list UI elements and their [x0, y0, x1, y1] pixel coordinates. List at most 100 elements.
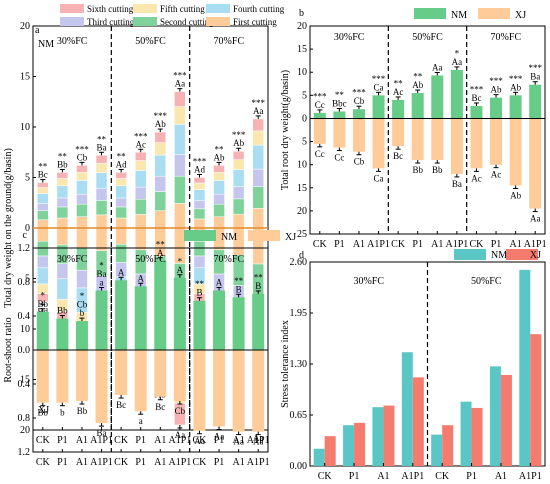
nm-stack-segment — [193, 218, 206, 229]
nm-bar — [95, 290, 108, 350]
xj-significance-letter: Aa — [194, 436, 205, 446]
xj-significance-letter: Aa — [175, 430, 186, 440]
x-tick-label: P1 — [334, 239, 345, 250]
nm-significance-letter: Ca — [374, 82, 384, 92]
nm-significance-letter: Ab — [510, 82, 521, 92]
nm-stack-segment — [193, 208, 206, 220]
nm-significance-letter: A — [118, 267, 125, 277]
y-tick-label: 0.0 — [18, 345, 31, 356]
xj-stack-segment — [76, 227, 88, 249]
x-tick-label: P1 — [412, 239, 423, 250]
nm-significance-stars: *** — [75, 144, 89, 154]
nm-significance-stars: ** — [413, 72, 423, 82]
water-level-label: 50%FC — [135, 254, 166, 265]
legend-label-xj: XJ — [515, 10, 526, 21]
x-tick-label: A1 — [495, 471, 507, 482]
nm-significance-letter: A — [177, 265, 184, 275]
x-tick-label: P1 — [491, 239, 502, 250]
nm-bar — [313, 112, 326, 119]
nm-significance-letter: Ad — [194, 165, 205, 175]
y-tick-label: 20 — [297, 21, 307, 32]
nm-significance-stars: *** — [509, 74, 523, 84]
nm-significance-stars: *** — [489, 76, 503, 86]
xj-stack-segment — [56, 263, 69, 279]
x-tick-label: P1 — [349, 471, 360, 482]
nm-bar — [232, 297, 245, 350]
nm-stack-segment — [76, 180, 88, 195]
nm-bar — [372, 95, 385, 119]
nm-stack-segment — [134, 214, 147, 229]
legend-swatch — [60, 4, 84, 13]
xj-bar — [193, 350, 206, 431]
nm-stack-segment — [232, 186, 245, 200]
x-tick-label: A1P1 — [247, 435, 270, 446]
xj-bar — [56, 350, 69, 403]
xj-stack-segment — [115, 244, 127, 263]
nm-significance-letter: Aa — [253, 106, 264, 116]
y-tick-label: 1.30 — [290, 359, 308, 370]
nm-significance-stars: ** — [58, 151, 68, 161]
xj-bar — [352, 118, 365, 152]
xj-significance-letter: Ac — [491, 170, 502, 180]
xj-bar — [252, 350, 265, 432]
x-tick-label: CK — [470, 239, 485, 250]
legend-swatch-xj — [478, 8, 510, 19]
nm-bar — [450, 69, 463, 119]
nm-bar — [56, 318, 69, 350]
xj-bar — [509, 118, 522, 186]
nm-significance-letter: Cc — [315, 100, 325, 110]
legend-swatch — [133, 4, 157, 13]
xj-bar — [75, 350, 88, 401]
xj-bar — [115, 350, 128, 396]
nm-significance-stars: *** — [251, 98, 265, 108]
x-tick-label: CK — [36, 435, 51, 446]
nm-bar — [431, 75, 444, 119]
y-tick-label: 2.60 — [290, 257, 308, 268]
nm-bar — [509, 95, 522, 119]
xj-significance-letter: Aa — [214, 432, 225, 442]
y-tick-label: 0.4 — [18, 379, 31, 390]
xj-significance-letter: Aa — [253, 433, 264, 443]
nm-significance-letter: Ab — [233, 138, 244, 148]
y-tick-label: 20 — [20, 21, 30, 32]
nm-stack-segment — [252, 168, 264, 187]
nm-stack-segment — [232, 150, 245, 160]
legend-swatch — [206, 17, 230, 26]
xj-bar — [383, 405, 395, 466]
water-level-label: 70%FC — [491, 32, 522, 43]
nm-stack-segment — [115, 172, 127, 179]
nm-significance-stars: ** — [156, 239, 166, 249]
xj-significance-letter: a — [139, 416, 143, 426]
x-tick-label: P1 — [466, 471, 477, 482]
nm-stack-segment — [213, 216, 225, 229]
nm-stack-segment — [154, 131, 167, 143]
x-tick-label: A1P1 — [168, 435, 191, 446]
nm-stack-segment — [193, 177, 206, 184]
xj-bar — [411, 118, 424, 161]
nm-bar — [252, 293, 265, 350]
nm-significance-stars: *** — [232, 130, 246, 140]
nm-significance-letter: Bc — [38, 170, 48, 180]
nm-bar — [372, 407, 384, 466]
nm-bar — [134, 286, 147, 350]
nm-stack-segment — [76, 203, 88, 217]
nm-bar — [470, 105, 483, 119]
legend-swatch-nm — [414, 8, 446, 19]
x-tick-label: P1 — [214, 457, 225, 468]
nm-significance-stars: *** — [154, 111, 168, 121]
legend-label-xj: XJ — [530, 250, 541, 261]
nm-bar — [352, 109, 365, 119]
nm-stack-segment — [232, 169, 245, 187]
x-tick-label: CK — [36, 457, 51, 468]
x-tick-label: CK — [318, 471, 333, 482]
nm-bar — [392, 99, 405, 119]
nm-stack-segment — [56, 178, 69, 187]
nm-stack-segment — [134, 152, 147, 161]
nm-significance-stars: ** — [117, 151, 127, 161]
nm-stack-segment — [37, 182, 49, 188]
nm-significance-letter: a — [100, 278, 104, 288]
nm-stack-segment — [252, 130, 264, 146]
xj-significance-letter: Bb — [38, 408, 49, 418]
